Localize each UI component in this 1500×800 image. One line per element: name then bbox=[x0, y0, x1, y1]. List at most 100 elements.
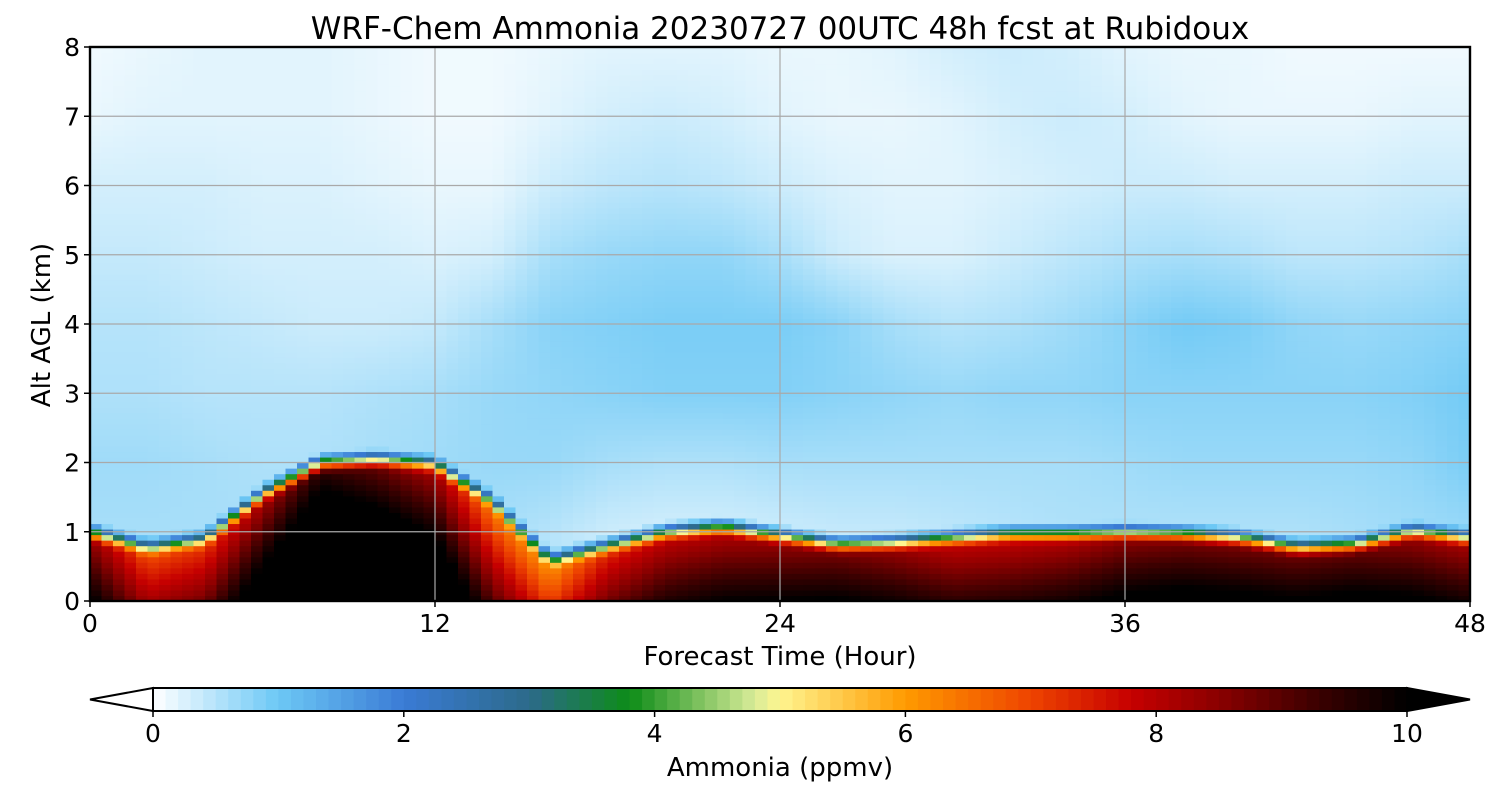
heatmap-cell bbox=[481, 47, 494, 54]
heatmap-cell bbox=[90, 102, 103, 109]
heatmap-cell bbox=[630, 501, 643, 508]
heatmap-cell bbox=[193, 551, 206, 558]
heatmap-cell bbox=[550, 224, 563, 231]
heatmap-cell bbox=[182, 141, 195, 148]
heatmap-cell bbox=[343, 340, 356, 347]
heatmap-cell bbox=[228, 185, 241, 192]
heatmap-cell bbox=[458, 63, 471, 70]
heatmap-cell bbox=[343, 318, 356, 325]
heatmap-cell bbox=[596, 495, 609, 502]
heatmap-cell bbox=[400, 468, 413, 475]
heatmap-cell bbox=[285, 296, 298, 303]
heatmap-cell bbox=[630, 418, 643, 425]
heatmap-cell bbox=[400, 301, 413, 308]
heatmap-cell bbox=[124, 168, 137, 176]
heatmap-cell bbox=[124, 279, 137, 286]
heatmap-cell bbox=[331, 423, 344, 430]
heatmap-cell bbox=[423, 146, 436, 153]
heatmap-cell bbox=[124, 429, 137, 436]
heatmap-cell bbox=[170, 468, 183, 475]
heatmap-cell bbox=[653, 462, 666, 469]
heatmap-cell bbox=[285, 517, 298, 525]
heatmap-cell bbox=[630, 595, 643, 601]
heatmap-cell bbox=[527, 119, 540, 126]
heatmap-cell bbox=[274, 551, 287, 558]
heatmap-cell bbox=[584, 540, 597, 547]
heatmap-cell bbox=[343, 102, 356, 109]
heatmap-cell bbox=[607, 157, 620, 164]
heatmap-cell bbox=[297, 285, 310, 292]
heatmap-cell bbox=[412, 213, 425, 220]
heatmap-cell bbox=[573, 445, 586, 453]
heatmap-cell bbox=[297, 240, 310, 248]
heatmap-cell bbox=[389, 191, 402, 198]
heatmap-cell bbox=[642, 202, 655, 209]
heatmap-cell bbox=[435, 141, 448, 148]
heatmap-cell bbox=[343, 91, 356, 98]
heatmap-cell bbox=[274, 396, 287, 403]
heatmap-cell bbox=[504, 179, 517, 187]
heatmap-cell bbox=[90, 130, 103, 137]
heatmap-cell bbox=[113, 168, 126, 176]
heatmap-cell bbox=[101, 578, 114, 585]
heatmap-cell bbox=[423, 179, 436, 187]
heatmap-cell bbox=[366, 401, 379, 408]
heatmap-cell bbox=[435, 401, 448, 408]
heatmap-cell bbox=[262, 473, 275, 480]
heatmap-cell bbox=[320, 268, 333, 275]
heatmap-cell bbox=[366, 407, 379, 414]
heatmap-cell bbox=[205, 517, 218, 525]
heatmap-cell bbox=[216, 240, 229, 248]
heatmap-cell bbox=[653, 484, 666, 491]
heatmap-cell bbox=[170, 52, 183, 59]
heatmap-cell bbox=[331, 146, 344, 153]
heatmap-cell bbox=[400, 440, 413, 447]
heatmap-cell bbox=[101, 384, 114, 392]
heatmap-cell bbox=[101, 351, 114, 358]
heatmap-cell bbox=[124, 207, 137, 214]
heatmap-cell bbox=[320, 91, 333, 98]
heatmap-cell bbox=[308, 589, 321, 597]
heatmap-cell bbox=[573, 152, 586, 159]
heatmap-cell bbox=[481, 418, 494, 425]
heatmap-cell bbox=[124, 340, 137, 347]
heatmap-cell bbox=[596, 119, 609, 126]
heatmap-cell bbox=[400, 58, 413, 65]
heatmap-cell bbox=[193, 307, 206, 314]
heatmap-cell bbox=[653, 240, 666, 248]
heatmap-cell bbox=[124, 556, 137, 563]
heatmap-cell bbox=[653, 434, 666, 441]
heatmap-cell bbox=[619, 495, 632, 502]
heatmap-cell bbox=[584, 384, 597, 392]
heatmap-cell bbox=[492, 152, 505, 159]
heatmap-cell bbox=[297, 434, 310, 441]
heatmap-cell bbox=[239, 440, 252, 447]
heatmap-cell bbox=[331, 168, 344, 176]
heatmap-cell bbox=[216, 119, 229, 126]
heatmap-cell bbox=[251, 445, 264, 453]
heatmap-cell bbox=[435, 545, 448, 552]
heatmap-cell bbox=[458, 479, 471, 486]
heatmap-cell bbox=[584, 130, 597, 137]
heatmap-cell bbox=[124, 196, 137, 203]
heatmap-cell bbox=[481, 451, 494, 458]
heatmap-cell bbox=[366, 595, 379, 601]
heatmap-cell bbox=[527, 490, 540, 497]
heatmap-cell bbox=[527, 573, 540, 580]
heatmap-cell bbox=[182, 63, 195, 70]
heatmap-cell bbox=[538, 479, 551, 486]
heatmap-cell bbox=[90, 179, 103, 187]
heatmap-cell bbox=[412, 168, 425, 176]
heatmap-cell bbox=[228, 141, 241, 148]
heatmap-cell bbox=[619, 456, 632, 464]
heatmap-cell bbox=[653, 351, 666, 358]
heatmap-cell bbox=[331, 202, 344, 209]
heatmap-cell bbox=[113, 429, 126, 436]
heatmap-cell bbox=[400, 573, 413, 580]
heatmap-cell bbox=[124, 107, 137, 115]
heatmap-cell bbox=[320, 346, 333, 353]
heatmap-cell bbox=[573, 130, 586, 137]
heatmap-cell bbox=[193, 274, 206, 281]
heatmap-cell bbox=[320, 63, 333, 70]
heatmap-cell bbox=[274, 440, 287, 447]
